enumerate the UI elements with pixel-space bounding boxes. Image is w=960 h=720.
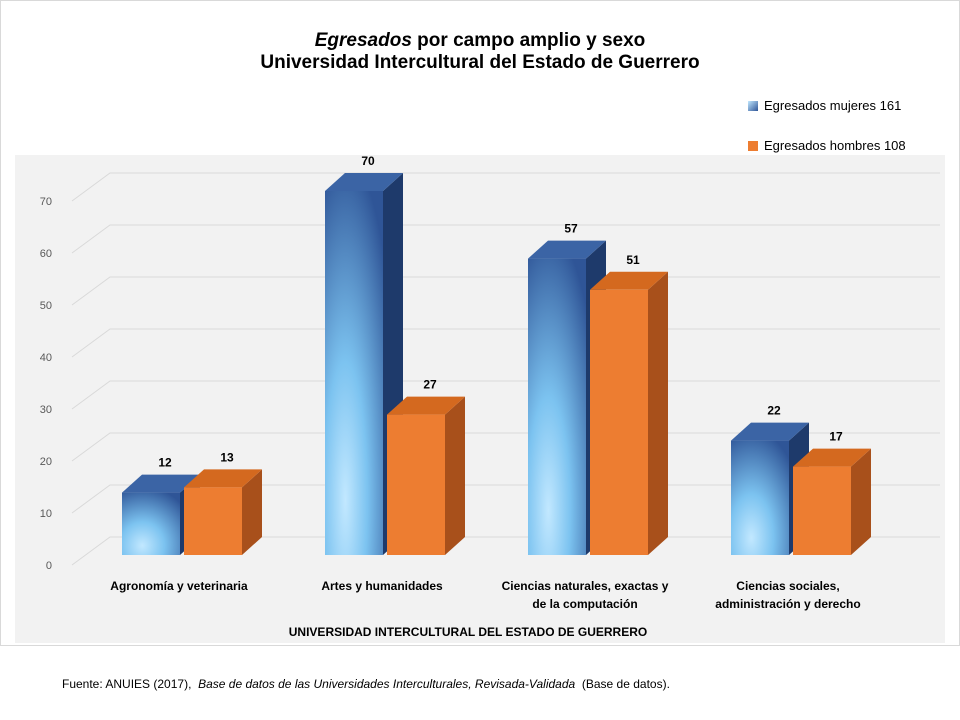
- source-suffix: (Base de datos).: [578, 677, 670, 691]
- bar-front: [731, 440, 789, 555]
- source-italic: Base de datos de las Universidades Inter…: [198, 677, 576, 691]
- bar-front: [528, 258, 586, 555]
- source-note: Fuente: ANUIES (2017), Base de datos de …: [62, 677, 670, 691]
- data-label: 27: [423, 378, 437, 392]
- bar-top: [590, 271, 668, 290]
- bar-front: [793, 466, 851, 555]
- data-label: 13: [220, 450, 234, 464]
- bar-top: [325, 173, 403, 191]
- legend-item-hombres: Egresados hombres 108: [748, 138, 906, 153]
- plot-area: [15, 155, 945, 643]
- title-line2: Universidad Intercultural del Estado de …: [260, 52, 700, 73]
- y-tick-label: 20: [40, 456, 52, 468]
- bar-hombres-0: [184, 469, 262, 555]
- y-tick-label: 50: [40, 300, 52, 312]
- bar-mujeres-1: [325, 173, 403, 555]
- gridline: [71, 224, 940, 254]
- data-label: 17: [829, 430, 843, 444]
- bar-side: [242, 469, 262, 555]
- y-tick-label: 0: [46, 560, 52, 572]
- category-label: Artes y humanidades: [321, 579, 443, 593]
- bar-front: [184, 487, 242, 555]
- legend-label-mujeres: Egresados mujeres 161: [764, 98, 902, 113]
- bar-top: [184, 469, 262, 488]
- chart-title: Egresados por campo amplio y sexo Univer…: [0, 30, 960, 74]
- bar-chart: 0 10 20 30 40 50 60 70 12 13 70 27 57 51 22 17 Agronom…: [15, 154, 945, 643]
- category-label: Agronomía y veterinaria: [110, 579, 248, 593]
- bar-top: [387, 396, 465, 415]
- y-tick-label: 10: [40, 508, 52, 520]
- source-prefix: Fuente: ANUIES (2017),: [62, 677, 195, 691]
- data-label: 22: [767, 404, 781, 418]
- bar-top: [731, 422, 809, 441]
- y-tick-label: 60: [40, 248, 52, 260]
- legend-item-mujeres: Egresados mujeres 161: [748, 98, 901, 113]
- title-italic: Egresados: [314, 30, 412, 51]
- y-tick-label: 70: [40, 196, 52, 208]
- bar-hombres-1: [387, 396, 465, 555]
- category-label: Ciencias sociales, administración y derec…: [715, 579, 860, 611]
- bar-side: [648, 271, 668, 555]
- bar-front: [387, 414, 445, 555]
- gridline: [71, 172, 940, 202]
- y-tick-label: 40: [40, 352, 52, 364]
- data-label: 70: [361, 154, 375, 168]
- data-label: 12: [158, 456, 172, 470]
- bar-side: [851, 448, 871, 555]
- bar-top: [793, 448, 871, 467]
- bar-top: [528, 240, 606, 259]
- title-rest: por campo amplio y sexo: [411, 30, 646, 51]
- category-label: Ciencias naturales, exactas y de la compu…: [502, 579, 669, 611]
- bar-front: [122, 492, 180, 555]
- bar-front: [590, 289, 648, 555]
- bar-side: [445, 396, 465, 555]
- legend-swatch-hombres: [748, 140, 758, 151]
- y-tick-label: 30: [40, 404, 52, 416]
- bar-hombres-3: [793, 448, 871, 555]
- legend-label-hombres: Egresados hombres 108: [764, 138, 906, 153]
- legend-swatch-mujeres: [748, 100, 758, 111]
- x-axis-label: UNIVERSIDAD INTERCULTURAL DEL ESTADO DE …: [289, 625, 647, 639]
- data-label: 57: [564, 222, 578, 236]
- data-label: 51: [626, 253, 640, 267]
- bar-hombres-2: [590, 271, 668, 555]
- bar-top: [122, 474, 200, 493]
- bar-front: [325, 191, 383, 555]
